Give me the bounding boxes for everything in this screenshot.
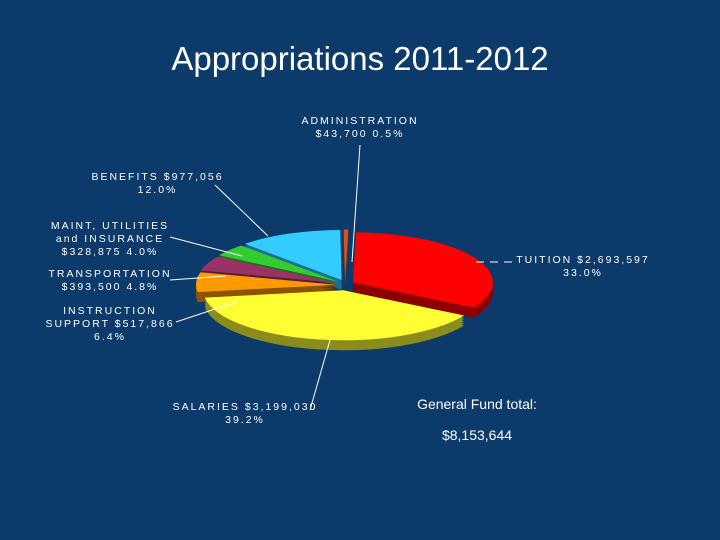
slice-value: $43,700 xyxy=(315,128,368,140)
data-label: MAINT, UTILITIES and INSURANCE $328,875 … xyxy=(45,220,175,259)
slice-name: ADMINISTRATION xyxy=(301,115,419,127)
data-label: INSTRUCTION SUPPORT $517,866 6.4% xyxy=(40,305,180,344)
slice-percent: 33.0% xyxy=(563,267,603,279)
slice-percent: 12.0% xyxy=(137,184,178,196)
annotation: General Fund total: xyxy=(417,396,537,412)
data-label: TRANSPORTATION $393,500 4.8% xyxy=(40,268,180,294)
leader-line xyxy=(175,301,237,323)
slice xyxy=(352,232,493,308)
slice xyxy=(201,256,337,283)
leader-line xyxy=(214,184,269,237)
slice-value: $517,866 xyxy=(114,318,175,330)
data-label: SALARIES $3,199,030 39.2% xyxy=(170,401,320,427)
slice xyxy=(204,290,465,341)
slice-name: TUITION xyxy=(516,254,573,266)
slice-value: $328,875 xyxy=(61,246,122,258)
slice xyxy=(244,230,342,280)
chart-title: Appropriations 2011-2012 xyxy=(171,40,549,77)
slice xyxy=(196,272,337,293)
slice-percent: 0.5% xyxy=(372,128,405,140)
annotation: $8,153,644 xyxy=(441,427,513,443)
slice-value: $2,693,597 xyxy=(577,254,650,266)
data-label: BENEFITS $977,056 12.0% xyxy=(90,171,225,197)
leader-line xyxy=(169,275,227,281)
slice-name: SALARIES xyxy=(172,401,240,413)
slice xyxy=(218,245,339,282)
slice-percent: 4.0% xyxy=(126,246,159,258)
slice-value: $977,056 xyxy=(163,171,224,183)
slice-percent: 6.4% xyxy=(94,331,126,343)
slice-percent: 39.2% xyxy=(225,414,265,426)
leader-line xyxy=(309,339,331,411)
leader-line xyxy=(169,236,243,257)
slice-name: MAINT, UTILITIES and INSURANCE xyxy=(50,220,170,245)
slice-percent: 4.8% xyxy=(126,281,159,293)
slice-name: TRANSPORTATION xyxy=(48,268,172,280)
slice xyxy=(343,229,349,280)
data-label: ADMINISTRATION $43,700 0.5% xyxy=(285,115,435,141)
slice-name: INSTRUCTION SUPPORT xyxy=(45,305,157,330)
slice-value: $393,500 xyxy=(61,281,122,293)
slice-value: $3,199,030 xyxy=(244,401,318,413)
data-label: TUITION $2,693,597 33.0% xyxy=(508,254,658,280)
leader-line xyxy=(351,144,361,263)
slice-name: BENEFITS xyxy=(91,171,159,183)
